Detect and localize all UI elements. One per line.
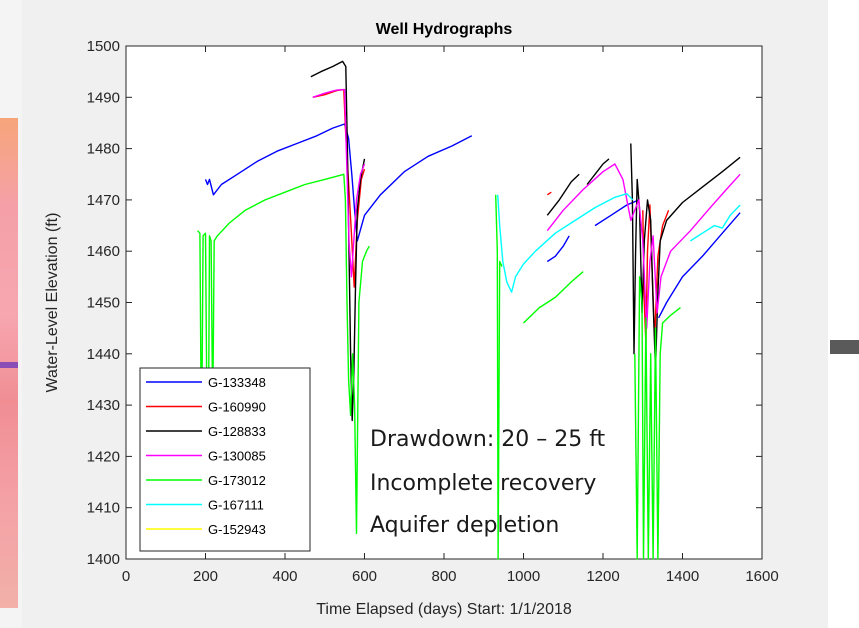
- tick-layer: 0 200 400 600 800 1000 1200 1400 1600 1400 1410 142…: [87, 38, 779, 585]
- series-line-g-167111: [690, 204, 741, 242]
- y-tick-label: 1480: [87, 141, 120, 158]
- legend-box: [139, 367, 311, 552]
- y-tick-label: 1420: [87, 448, 120, 465]
- x-axis-label: Time Elapsed (days) Start: 1/1/2018: [316, 601, 572, 618]
- chart-title: Well Hydrographs: [376, 21, 513, 38]
- series-line-g-160990: [546, 191, 552, 196]
- series-line-g-133348: [546, 235, 570, 263]
- series-line-g-173012: [523, 271, 584, 324]
- legend-label-g-130085: G-130085: [208, 449, 266, 464]
- series-line-g-167111: [497, 192, 634, 293]
- x-tick-label: 1000: [507, 568, 540, 585]
- legend-label-g-173012: G-173012: [208, 473, 266, 488]
- series-layer: [197, 60, 741, 560]
- legend-label-g-133348: G-133348: [208, 375, 266, 390]
- x-tick-label: 800: [431, 568, 456, 585]
- y-tick-label: 1460: [87, 243, 120, 260]
- series-line-g-128833: [310, 60, 366, 422]
- map-thumbnail-band: [0, 362, 18, 368]
- annotation-aquifer-depletion: Aquifer depletion: [370, 513, 559, 538]
- y-tick-label: 1400: [87, 551, 120, 568]
- legend-label-g-167111: G-167111: [208, 498, 264, 513]
- x-tick-label: 1600: [745, 568, 778, 585]
- legend-items: G-133348 G-160990 G-128833 G-130085 G-173012…: [146, 375, 266, 537]
- series-line-g-128833: [630, 143, 741, 370]
- left-window-strip: [0, 0, 22, 628]
- x-tick-label: 400: [272, 568, 297, 585]
- series-line-g-173012: [495, 194, 503, 560]
- series-line-g-130085: [312, 88, 366, 278]
- legend: G-133348 G-160990 G-128833 G-130085 G-173012…: [139, 367, 311, 552]
- x-tick-label: 600: [352, 568, 377, 585]
- annotation-group: Drawdown: 20 – 25 ft Incomplete recovery…: [370, 427, 606, 538]
- series-line-g-133348: [657, 212, 741, 319]
- legend-label-g-160990: G-160990: [208, 400, 266, 415]
- y-axis-label: Water-Level Elevation (ft): [44, 213, 61, 393]
- slide-arrow-stub: [830, 340, 859, 354]
- series-line-g-128833: [546, 173, 580, 216]
- x-tick-label: 0: [122, 568, 130, 585]
- y-tick-label: 1470: [87, 192, 120, 209]
- y-tick-label: 1440: [87, 346, 120, 363]
- x-tick-label: 1200: [586, 568, 619, 585]
- series-line-g-173012: [634, 276, 681, 560]
- y-tick-label: 1450: [87, 295, 120, 312]
- annotation-drawdown: Drawdown: 20 – 25 ft: [370, 427, 606, 452]
- x-tick-label: 1400: [666, 568, 699, 585]
- legend-label-g-128833: G-128833: [208, 424, 266, 439]
- y-tick-label: 1410: [87, 500, 120, 517]
- y-tick-label: 1500: [87, 38, 120, 55]
- legend-label-g-152943: G-152943: [208, 522, 266, 537]
- x-tick-label: 200: [193, 568, 218, 585]
- series-line-g-133348: [204, 123, 473, 242]
- annotation-incomplete-recovery: Incomplete recovery: [370, 471, 596, 496]
- y-tick-label: 1430: [87, 397, 120, 414]
- y-tick-label: 1490: [87, 89, 120, 106]
- series-line-g-128833: [586, 158, 610, 185]
